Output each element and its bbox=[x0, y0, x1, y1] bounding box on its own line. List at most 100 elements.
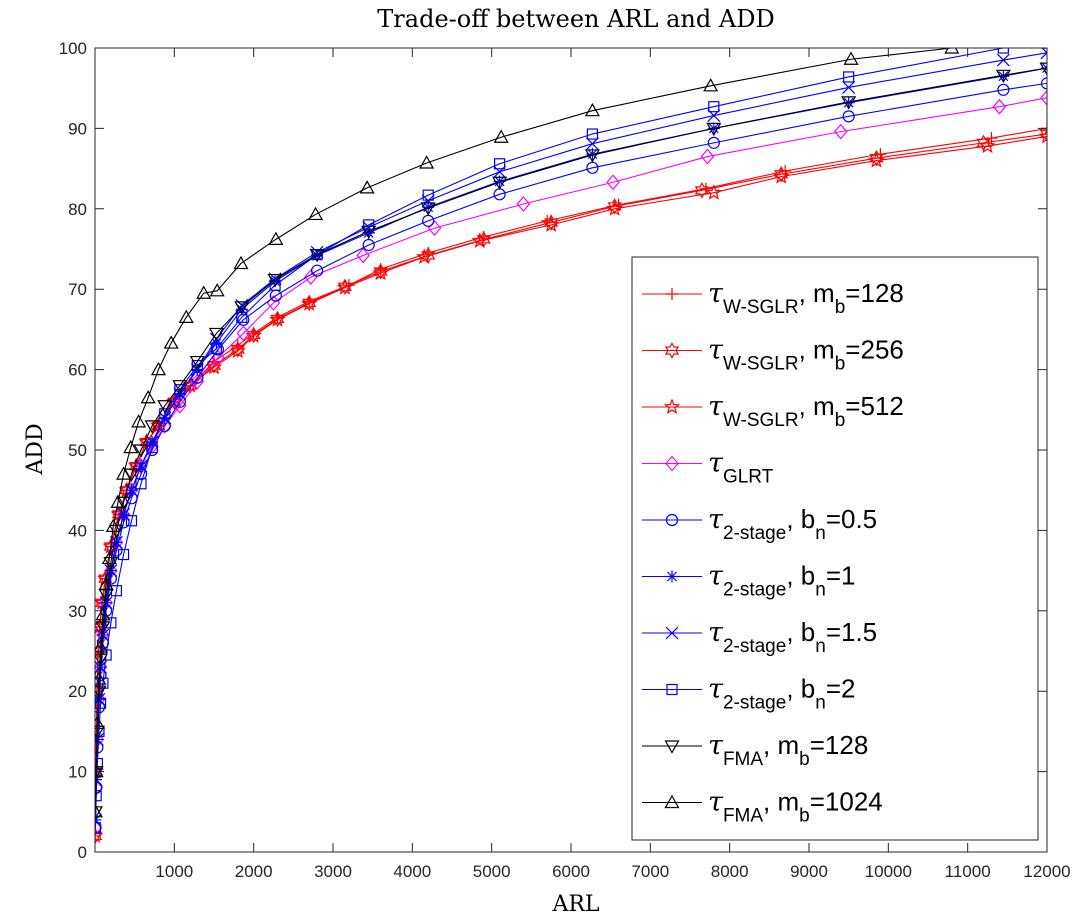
legend-marker bbox=[666, 683, 678, 696]
data-point bbox=[116, 496, 132, 510]
y-tick-label: 90 bbox=[68, 119, 87, 138]
data-point bbox=[372, 264, 389, 281]
data-point bbox=[196, 285, 212, 299]
data-point bbox=[493, 175, 506, 188]
data-point bbox=[105, 617, 117, 629]
data-point bbox=[237, 313, 250, 326]
y-tick-label: 30 bbox=[68, 602, 87, 621]
data-point bbox=[210, 337, 223, 350]
data-point bbox=[308, 206, 324, 221]
x-tick-label: 11000 bbox=[945, 862, 991, 881]
data-point bbox=[1040, 77, 1047, 90]
legend-entry-8: τFMA, mb=128 bbox=[642, 730, 868, 770]
data-point bbox=[544, 214, 559, 231]
data-point bbox=[494, 158, 506, 170]
x-tick-label: 7000 bbox=[631, 862, 669, 881]
data-point bbox=[158, 411, 172, 425]
legend-marker bbox=[666, 570, 678, 583]
series-line bbox=[95, 82, 1047, 828]
data-point bbox=[585, 137, 599, 151]
data-point bbox=[174, 384, 186, 396]
data-point bbox=[300, 295, 318, 311]
data-point bbox=[841, 96, 857, 110]
data-point bbox=[356, 247, 370, 264]
legend-entry-9: τFMA, mb=1024 bbox=[642, 787, 883, 827]
data-point bbox=[190, 373, 205, 390]
y-tick-label: 50 bbox=[68, 441, 87, 460]
data-point bbox=[706, 122, 722, 137]
x-tick-label: 8000 bbox=[711, 862, 749, 881]
legend-label: τW-SGLR, mb=512 bbox=[708, 391, 904, 431]
legend-entry-2: τW-SGLR, mb=512 bbox=[642, 391, 904, 431]
legend-entry-4: τ2-stage, bn=0.5 bbox=[642, 504, 877, 544]
data-point bbox=[309, 249, 325, 263]
y-axis-label: ADD bbox=[23, 423, 48, 475]
data-point bbox=[997, 83, 1010, 96]
data-point bbox=[173, 387, 187, 401]
series-9 bbox=[95, 48, 960, 818]
data-point bbox=[235, 303, 248, 316]
data-point bbox=[1038, 127, 1047, 144]
data-point bbox=[708, 101, 720, 113]
data-point bbox=[105, 518, 121, 532]
legend-marker bbox=[665, 626, 679, 640]
data-point bbox=[833, 123, 848, 140]
legend-label: τFMA, mb=1024 bbox=[708, 787, 883, 827]
data-point bbox=[95, 757, 103, 770]
data-point bbox=[131, 414, 147, 428]
data-point bbox=[373, 263, 388, 280]
legend-label: τ2-stage, bn=1 bbox=[708, 561, 855, 601]
data-point bbox=[95, 763, 104, 778]
data-point bbox=[270, 310, 285, 328]
legend-label: τW-SGLR, mb=256 bbox=[708, 335, 904, 375]
data-point bbox=[1040, 48, 1047, 60]
data-point bbox=[311, 264, 324, 277]
data-point bbox=[183, 377, 198, 394]
y-tick-label: 80 bbox=[68, 200, 87, 219]
data-point bbox=[236, 325, 251, 342]
data-point bbox=[95, 607, 111, 621]
data-point bbox=[694, 182, 710, 199]
data-point bbox=[516, 196, 531, 212]
data-point bbox=[422, 201, 435, 214]
data-point bbox=[337, 278, 353, 296]
data-point bbox=[772, 167, 790, 184]
data-point bbox=[542, 216, 560, 232]
data-point bbox=[843, 51, 859, 65]
data-point bbox=[140, 390, 156, 404]
data-point bbox=[116, 466, 132, 480]
data-point bbox=[584, 102, 600, 117]
data-point bbox=[493, 129, 509, 143]
data-point bbox=[944, 48, 960, 54]
data-point bbox=[178, 309, 194, 323]
data-point bbox=[303, 269, 318, 286]
data-point bbox=[101, 550, 117, 565]
data-point bbox=[99, 596, 113, 610]
data-point bbox=[229, 342, 247, 359]
legend-entry-3: τGLRT bbox=[642, 448, 774, 488]
x-tick-label: 2000 bbox=[235, 862, 273, 881]
data-point bbox=[996, 53, 1010, 67]
data-point bbox=[208, 327, 224, 342]
data-point bbox=[233, 255, 249, 270]
data-point bbox=[336, 278, 354, 295]
x-tick-label: 5000 bbox=[473, 862, 511, 881]
data-point bbox=[302, 294, 317, 312]
legend-entry-5: τ2-stage, bn=1 bbox=[642, 561, 855, 601]
data-point bbox=[95, 671, 107, 685]
x-tick-label: 10000 bbox=[865, 862, 912, 881]
y-tick-label: 0 bbox=[78, 843, 87, 862]
legend-label: τ2-stage, bn=0.5 bbox=[708, 504, 877, 544]
y-tick-label: 70 bbox=[68, 280, 87, 299]
legend-entry-6: τ2-stage, bn=1.5 bbox=[642, 617, 877, 657]
data-point bbox=[125, 515, 138, 527]
data-point bbox=[109, 536, 123, 549]
y-tick-label: 10 bbox=[68, 763, 87, 782]
data-point bbox=[123, 439, 139, 454]
data-point bbox=[419, 155, 435, 169]
x-tick-label: 9000 bbox=[790, 862, 828, 881]
y-tick-label: 100 bbox=[59, 39, 87, 58]
legend-marker bbox=[664, 342, 680, 359]
data-point bbox=[311, 249, 324, 262]
